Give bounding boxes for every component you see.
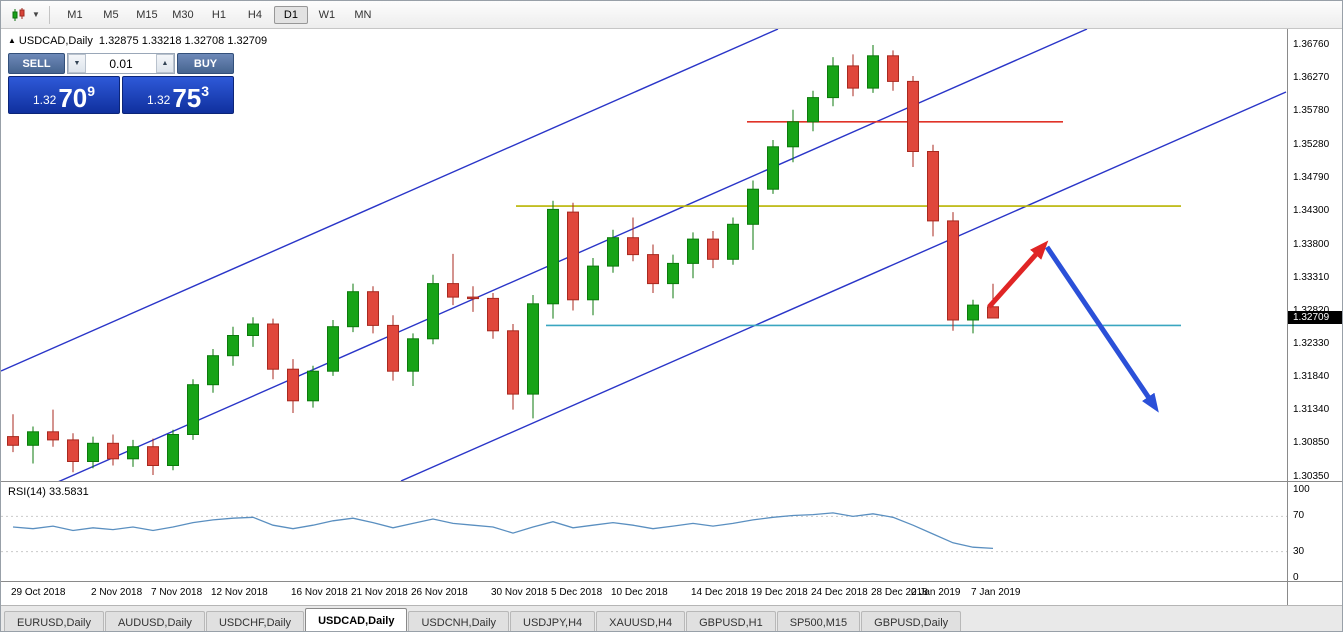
chart-tab-gbpusd-daily[interactable]: GBPUSD,Daily [861, 611, 962, 631]
rsi-axis-label: 100 [1293, 484, 1310, 495]
rsi-panel: RSI(14) 33.5831 100 70 30 0 [1, 481, 1342, 583]
volume-increase-button[interactable]: ▲ [156, 54, 174, 73]
sell-price-display[interactable]: 1.32 70 9 [8, 76, 120, 114]
candlestick-chart-icon [12, 7, 25, 21]
one-click-trade-panel: SELL ▼ 0.01 ▲ BUY 1.32 70 9 1.32 75 3 [8, 53, 234, 114]
channel-lines[interactable] [1, 29, 1287, 481]
horizontal-levels[interactable] [516, 121, 1181, 327]
chart-tab-usdchf-daily[interactable]: USDCHF,Daily [205, 611, 305, 631]
rsi-axis-label: 70 [1293, 510, 1305, 522]
price-axis-label: 1.36760 [1293, 39, 1330, 50]
ohlc-values: 1.32875 1.33218 1.32708 1.32709 [98, 35, 268, 47]
price-axis-label: 1.35780 [1293, 105, 1330, 116]
time-axis-label: 7 Nov 2018 [151, 587, 203, 598]
chart-tab-xauusd-h4[interactable]: XAUUSD,H4 [596, 611, 686, 631]
main-plot[interactable] [1, 29, 1287, 481]
volume-decrease-button[interactable]: ▼ [68, 54, 86, 73]
time-axis-label: 24 Dec 2018 [811, 587, 868, 598]
price-axis-label: 1.30850 [1293, 437, 1330, 449]
chart-tab-gbpusd-h1[interactable]: GBPUSD,H1 [686, 611, 776, 631]
tab-strip: EURUSD,Daily AUDUSD,Daily USDCHF,Daily USDC… [4, 608, 962, 631]
time-axis-label: 30 Nov 2018 [491, 587, 548, 598]
time-axis-label: 5 Dec 2018 [551, 587, 603, 598]
main-chart-panel: ▲ USDCAD,Daily 1.32875 1.33218 1.32708 1.3… [1, 29, 1342, 482]
rsi-axis-label: 0 [1293, 572, 1299, 583]
time-axis-label: 14 Dec 2018 [691, 587, 748, 598]
chevron-down-icon[interactable]: ▼ [32, 10, 40, 19]
timeframe-button-m15[interactable]: M15 [136, 8, 158, 21]
time-axis-label: 19 Dec 2018 [751, 587, 808, 598]
time-axis-label: 10 Dec 2018 [611, 587, 668, 598]
rsi-axis-label: 30 [1293, 545, 1305, 557]
time-axis-label: 2 Jan 2019 [911, 587, 961, 598]
chart-tab-usdjpy-h4[interactable]: USDJPY,H4 [510, 611, 596, 631]
toolbar-separator [48, 5, 50, 24]
price-axis-label: 1.34300 [1293, 204, 1330, 216]
timeframe-button-h1[interactable]: H1 [211, 8, 226, 21]
price-axis-label: 1.34790 [1293, 171, 1330, 183]
price-axis-label: 1.32820 [1293, 304, 1330, 316]
time-axis-label: 2 Nov 2018 [91, 587, 143, 598]
price-axis-label: 1.31840 [1293, 370, 1330, 382]
time-axis-label: 21 Nov 2018 [351, 587, 408, 598]
trend-arrows[interactable] [987, 240, 1159, 413]
price-axis-label: 1.33800 [1293, 238, 1330, 250]
chart-tab-audusd-daily[interactable]: AUDUSD,Daily [104, 611, 205, 631]
current-price-tag: 1.32709 [1288, 311, 1342, 324]
chart-tab-bar: EURUSD,Daily AUDUSD,Daily USDCHF,Daily USDC… [1, 605, 1342, 631]
symbol-period-label: USDCAD,Daily [18, 35, 93, 47]
time-axis[interactable]: 29 Oct 2018 2 Nov 2018 7 Nov 2018 12 Nov 20… [1, 581, 1342, 605]
rsi-axis[interactable]: 100 70 30 0 [1287, 482, 1342, 583]
buy-price-pip: 3 [201, 83, 210, 99]
timeframe-button-d1[interactable]: D1 [273, 5, 308, 24]
price-axis-label: 1.30350 [1293, 471, 1330, 482]
volume-input[interactable]: 0.01 [109, 56, 133, 71]
buy-price-prefix: 1.32 [146, 93, 171, 107]
time-axis-label: 28 Dec 2018 [871, 587, 928, 598]
timeframe-button-m30[interactable]: M30 [172, 8, 194, 21]
price-axis-label: 1.32330 [1293, 337, 1330, 349]
rsi-plot[interactable] [1, 482, 1287, 581]
buy-price-main: 75 [172, 82, 202, 113]
time-axis-label: 29 Oct 2018 [11, 587, 66, 598]
timeframe-button-m5[interactable]: M5 [103, 8, 119, 21]
timeframe-button-mn[interactable]: MN [354, 8, 372, 21]
sell-price-prefix: 1.32 [32, 93, 57, 107]
candles-layer [7, 45, 999, 475]
sell-button[interactable]: SELL [8, 53, 65, 74]
volume-stepper: ▼ 0.01 ▲ [67, 53, 175, 74]
time-axis-label: 12 Nov 2018 [211, 587, 268, 598]
price-axis[interactable]: 1.32709 1.36760 1.36270 1.35780 1.35280 1.34… [1287, 29, 1342, 482]
buy-button[interactable]: BUY [177, 53, 234, 74]
price-axis-label: 1.31340 [1293, 404, 1330, 416]
chart-tab-eurusd-daily[interactable]: EURUSD,Daily [4, 611, 104, 631]
chart-tab-usdcad-daily[interactable]: USDCAD,Daily [305, 608, 408, 631]
time-axis-label: 16 Nov 2018 [291, 587, 348, 598]
timeframe-button-m1[interactable]: M1 [67, 8, 83, 21]
sell-price-pip: 9 [87, 83, 96, 99]
time-axis-label: 7 Jan 2019 [971, 587, 1021, 598]
chart-tab-sp500-m15[interactable]: SP500,M15 [776, 611, 861, 631]
chart-title: ▲ USDCAD,Daily 1.32875 1.33218 1.32708 1.3… [8, 35, 267, 47]
timeframe-button-w1[interactable]: W1 [318, 8, 336, 21]
chart-tab-usdcnh-daily[interactable]: USDCNH,Daily [408, 611, 510, 631]
rsi-indicator-label: RSI(14) 33.5831 [8, 486, 89, 498]
price-axis-label: 1.33310 [1293, 271, 1330, 283]
buy-price-display[interactable]: 1.32 75 3 [122, 76, 234, 114]
time-axis-label: 26 Nov 2018 [411, 587, 468, 598]
collapse-icon[interactable]: ▲ [8, 36, 16, 45]
chart-type-icon[interactable] [6, 5, 32, 25]
price-axis-label: 1.36270 [1293, 72, 1330, 83]
timeframe-button-h4[interactable]: H4 [247, 8, 262, 21]
timeframe-group: M1 M5 M15 M30 H1 H4 D1 W1 MN [57, 5, 381, 24]
timeframe-toolbar: ▼ M1 M5 M15 M30 H1 H4 D1 W1 MN [1, 1, 1342, 29]
price-axis-label: 1.35280 [1293, 138, 1330, 150]
sell-price-main: 70 [58, 82, 88, 113]
